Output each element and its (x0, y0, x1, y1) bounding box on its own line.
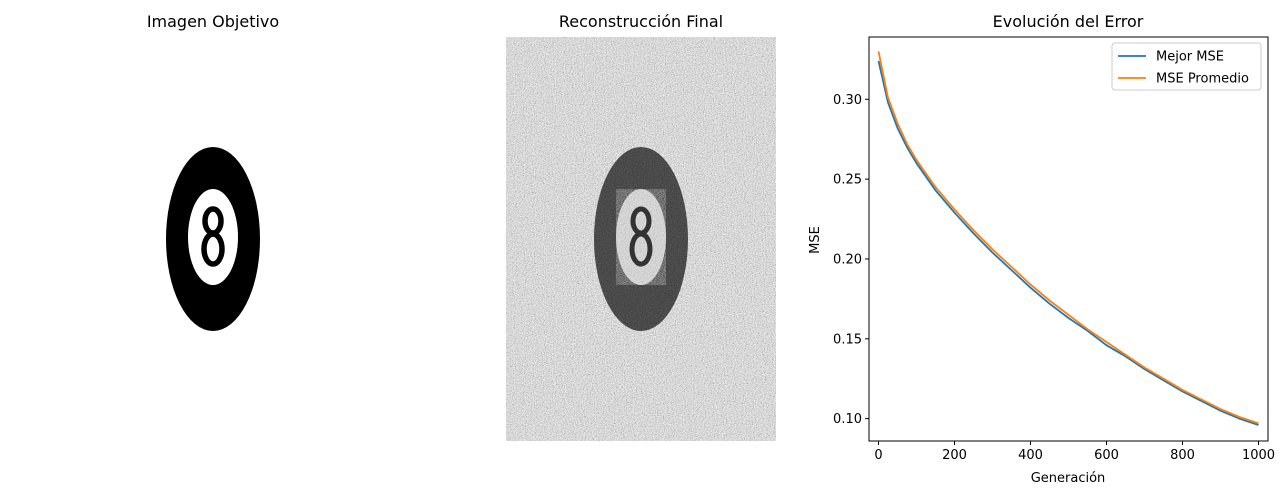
x-tick-label: 400 (1018, 448, 1043, 463)
eight-numeral-recon (629, 206, 653, 267)
x-tick-label: 600 (1094, 448, 1119, 463)
legend-label: Mejor MSE (1156, 50, 1224, 65)
y-tick-label: 0.15 (833, 332, 862, 347)
target-image-title: Imagen Objetivo (146, 12, 280, 31)
reconstruction-title: Reconstrucción Final (558, 12, 724, 31)
x-axis-label: Generación (1031, 471, 1106, 486)
y-tick-label: 0.20 (833, 252, 862, 267)
ball-label-circle (188, 189, 238, 285)
legend-label: MSE Promedio (1156, 72, 1249, 87)
y-tick-label: 0.10 (833, 412, 862, 427)
x-tick-label: 800 (1170, 448, 1195, 463)
series-line-1 (877, 60, 1259, 426)
y-tick-label: 0.30 (833, 93, 862, 108)
chart-title: Evolución del Error (992, 12, 1144, 31)
x-tick-label: 200 (942, 448, 967, 463)
x-tick-label: 0 (874, 448, 882, 463)
x-tick-label: 1000 (1242, 448, 1275, 463)
target-image (166, 147, 260, 331)
eight-numeral (201, 206, 225, 267)
y-tick-label: 0.25 (833, 173, 862, 188)
plot-frame (868, 36, 1269, 442)
series-line-2 (877, 51, 1259, 425)
legend-box (1111, 42, 1262, 91)
reconstruction-image (506, 37, 776, 441)
y-axis-label: MSE (808, 226, 823, 254)
error-chart: 0 200 400 600 800 1000 0.10 0.15 0.20 0.25 0.30 Ge… (808, 36, 1275, 486)
